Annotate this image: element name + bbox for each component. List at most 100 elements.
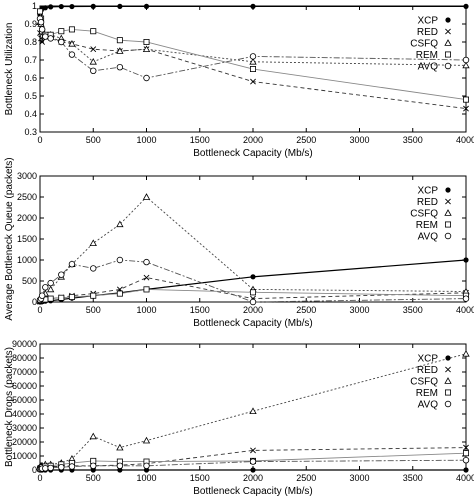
y-tick-label: 50000 bbox=[12, 395, 37, 405]
data-point-avq bbox=[116, 256, 124, 264]
data-point-xcp bbox=[117, 3, 123, 9]
x-tick-label: 3000 bbox=[349, 473, 369, 483]
legend-marker-csfq bbox=[444, 377, 452, 384]
data-point-rem bbox=[462, 450, 469, 457]
x-axis-label: Bottleneck Capacity (Mb/s) bbox=[193, 486, 313, 497]
data-point-xcp bbox=[69, 3, 75, 10]
legend-label-red: RED bbox=[417, 197, 438, 208]
y-tick-label: 90000 bbox=[12, 339, 37, 349]
data-point-rem bbox=[116, 290, 123, 297]
chart-2: 0 500 1000 1500 2000 2500 3000 3500 4000 0 500 1000… bbox=[4, 157, 474, 329]
y-tick-label: 1500 bbox=[17, 234, 37, 244]
data-point-xcp bbox=[48, 4, 54, 10]
data-point-red bbox=[90, 46, 97, 53]
data-point-avq bbox=[90, 265, 97, 272]
data-point-csfq bbox=[46, 285, 55, 293]
data-point-rem bbox=[462, 96, 469, 103]
legend-label-avq: AVQ bbox=[418, 232, 439, 243]
legend-marker-csfq bbox=[444, 39, 452, 46]
data-point-avq bbox=[462, 295, 470, 302]
data-point-xcp bbox=[143, 3, 150, 9]
data-point-avq bbox=[47, 279, 54, 287]
data-point-csfq bbox=[116, 47, 124, 54]
legend-marker-xcp bbox=[445, 355, 451, 361]
x-tick-label: 4000 bbox=[456, 305, 474, 315]
x-tick-label: 2500 bbox=[296, 135, 316, 145]
data-point-rem bbox=[90, 292, 97, 299]
chart-3: 0 500 1000 1500 2000 2500 3000 3500 400001000020… bbox=[4, 339, 474, 497]
data-point-avq bbox=[68, 261, 76, 268]
y-axis-label: Bottleneck Utilization bbox=[4, 23, 15, 116]
legend-label-rem: REM bbox=[416, 388, 438, 399]
data-point-avq bbox=[68, 463, 76, 470]
y-tick-label: 0 bbox=[32, 465, 37, 475]
chart-1: 0 500 1000 1500 2000 2500 3000 3500 4000 0.3 0.4 0.… bbox=[4, 1, 474, 159]
y-tick-label: 60000 bbox=[12, 381, 37, 391]
legend-label-csfq: CSFQ bbox=[410, 39, 438, 50]
x-tick-label: 2000 bbox=[243, 305, 263, 315]
data-point-avq bbox=[116, 462, 124, 469]
series-line-avq bbox=[39, 259, 467, 303]
x-tick-label: 1000 bbox=[136, 135, 156, 145]
data-point-avq bbox=[143, 462, 150, 469]
data-point-avq bbox=[47, 35, 54, 42]
legend-label-avq: AVQ bbox=[418, 62, 439, 73]
x-tick-label: 3500 bbox=[403, 473, 423, 483]
x-tick-label: 1000 bbox=[136, 305, 156, 315]
plot-area-frame bbox=[39, 343, 467, 471]
x-tick-label: 3500 bbox=[403, 135, 423, 145]
legend-marker-red bbox=[445, 366, 451, 373]
data-point-xcp bbox=[90, 3, 96, 9]
data-point-csfq bbox=[116, 220, 124, 228]
data-point-avq bbox=[38, 26, 46, 33]
y-tick-label: 80000 bbox=[12, 353, 37, 363]
y-tick-label: 20000 bbox=[12, 437, 37, 447]
legend-marker-xcp bbox=[445, 17, 451, 23]
legend-marker-xcp bbox=[445, 187, 451, 193]
data-point-xcp bbox=[250, 467, 256, 473]
series-avq bbox=[36, 457, 470, 473]
y-tick-label: 3000 bbox=[17, 171, 37, 181]
data-point-avq bbox=[462, 457, 470, 464]
data-point-red bbox=[463, 444, 469, 451]
data-point-csfq bbox=[249, 407, 257, 414]
data-point-avq bbox=[143, 74, 150, 82]
x-tick-label: 3500 bbox=[403, 305, 423, 315]
y-tick-label: 0 bbox=[32, 297, 37, 307]
series-line-csfq bbox=[39, 353, 467, 468]
data-point-avq bbox=[90, 462, 97, 469]
series-xcp bbox=[37, 257, 469, 305]
plot-area-frame bbox=[39, 175, 467, 303]
legend-label-xcp: XCP bbox=[417, 186, 438, 197]
y-tick-label: 0.8 bbox=[24, 37, 37, 47]
data-point-xcp bbox=[463, 3, 469, 9]
data-point-rem bbox=[249, 289, 256, 296]
legend-label-xcp: XCP bbox=[417, 354, 438, 365]
data-point-avq bbox=[462, 56, 470, 64]
data-point-rem bbox=[143, 39, 150, 46]
legend-marker-rem bbox=[444, 221, 451, 228]
x-tick-label: 500 bbox=[86, 305, 101, 315]
legend-label-avq: AVQ bbox=[418, 400, 439, 411]
data-point-avq bbox=[58, 38, 65, 46]
data-point-red bbox=[463, 105, 469, 112]
y-tick-label: 2500 bbox=[17, 192, 37, 202]
x-tick-label: 2500 bbox=[296, 305, 316, 315]
data-point-avq bbox=[47, 464, 54, 472]
legend-marker-avq bbox=[444, 400, 452, 408]
y-tick-label: 30000 bbox=[12, 423, 37, 433]
x-axis-label: Bottleneck Capacity (Mb/s) bbox=[193, 318, 313, 329]
series-xcp bbox=[37, 467, 469, 473]
series-csfq bbox=[36, 18, 470, 69]
y-tick-label: 500 bbox=[22, 276, 37, 286]
legend-marker-rem bbox=[444, 51, 451, 58]
data-point-avq bbox=[42, 33, 49, 40]
legend-marker-avq bbox=[444, 62, 452, 70]
data-point-xcp bbox=[58, 3, 64, 10]
data-point-red bbox=[250, 78, 256, 85]
data-point-avq bbox=[37, 19, 45, 26]
y-tick-label: 0.3 bbox=[24, 127, 37, 137]
series-avq bbox=[36, 256, 470, 306]
x-tick-label: 2000 bbox=[243, 135, 263, 145]
